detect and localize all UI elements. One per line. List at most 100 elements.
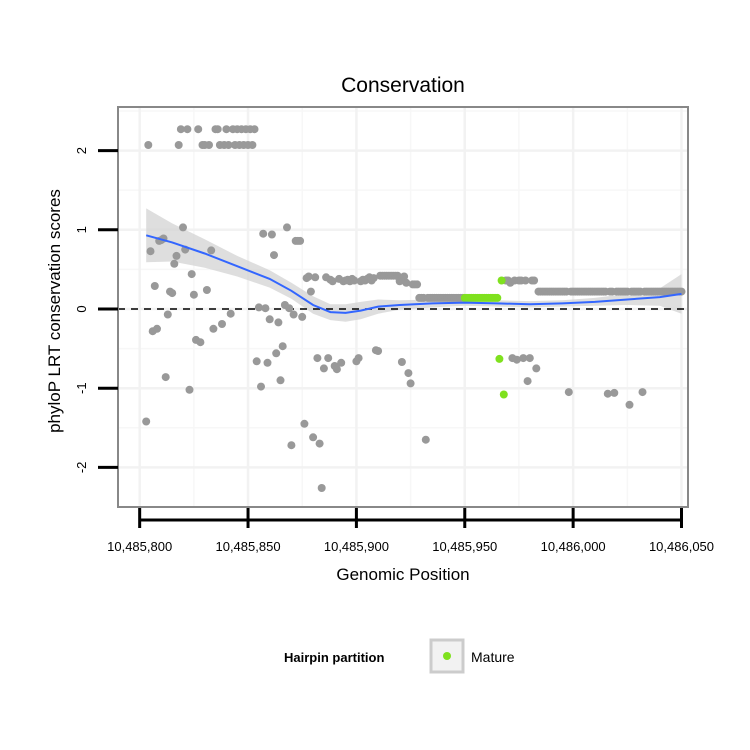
data-point bbox=[267, 230, 276, 239]
data-point bbox=[603, 389, 612, 398]
data-point bbox=[248, 141, 257, 149]
data-point bbox=[309, 433, 318, 442]
mature-point bbox=[493, 293, 502, 302]
data-point bbox=[350, 276, 359, 285]
data-point bbox=[183, 125, 192, 134]
y-axis-title: phyloP LRT conservation scores bbox=[45, 189, 64, 433]
data-point bbox=[525, 354, 534, 363]
x-tick-label: 10,485,900 bbox=[324, 539, 389, 554]
legend-key-box bbox=[429, 638, 465, 674]
data-point bbox=[421, 435, 430, 444]
data-point bbox=[324, 354, 333, 363]
smooth-fit-line bbox=[145, 234, 682, 314]
data-point bbox=[194, 125, 203, 134]
data-point bbox=[226, 309, 235, 318]
data-point bbox=[252, 357, 261, 366]
y-tick-label: 2 bbox=[74, 147, 89, 154]
plot-panel bbox=[117, 106, 689, 508]
data-point bbox=[638, 388, 647, 397]
data-point bbox=[354, 354, 363, 363]
x-tick-label: 10,486,050 bbox=[649, 539, 714, 554]
data-point bbox=[328, 277, 337, 286]
data-point bbox=[519, 354, 528, 363]
data-point bbox=[287, 441, 296, 450]
data-point bbox=[296, 236, 305, 245]
data-point bbox=[224, 141, 233, 149]
data-point bbox=[311, 273, 320, 282]
data-point bbox=[265, 315, 274, 324]
data-point bbox=[285, 304, 294, 313]
data-point bbox=[261, 304, 270, 313]
data-point bbox=[413, 280, 422, 289]
mature-point bbox=[495, 354, 504, 363]
y-tick-label: 1 bbox=[74, 226, 89, 233]
legend: Hairpin partition Mature bbox=[284, 638, 515, 674]
data-point bbox=[176, 125, 185, 134]
legend-label-mature: Mature bbox=[471, 649, 515, 665]
data-point bbox=[144, 141, 153, 149]
data-point bbox=[196, 338, 205, 347]
data-point bbox=[319, 364, 328, 373]
data-point bbox=[300, 419, 309, 428]
data-point bbox=[530, 276, 539, 285]
data-point bbox=[610, 388, 619, 397]
data-point bbox=[153, 324, 161, 333]
data-point bbox=[270, 251, 278, 260]
y-tick-label: -2 bbox=[74, 462, 89, 474]
panel-border bbox=[117, 106, 689, 508]
data-point bbox=[185, 385, 194, 394]
y-axis: -2 -1 0 1 2 bbox=[74, 147, 118, 473]
data-point bbox=[306, 287, 315, 296]
data-point bbox=[189, 290, 198, 299]
data-point bbox=[406, 379, 415, 388]
x-tick-label: 10,486,000 bbox=[541, 539, 606, 554]
data-point bbox=[187, 270, 196, 279]
smooth-confidence-band bbox=[146, 208, 682, 322]
plot-area bbox=[118, 125, 688, 492]
data-point bbox=[337, 358, 346, 367]
data-point bbox=[213, 125, 222, 134]
data-point bbox=[161, 373, 170, 382]
x-tick-label: 10,485,950 bbox=[432, 539, 497, 554]
data-point bbox=[521, 276, 530, 285]
data-point bbox=[315, 439, 324, 448]
data-point bbox=[278, 342, 287, 351]
data-point bbox=[313, 354, 322, 363]
data-point bbox=[209, 324, 218, 333]
data-point bbox=[298, 312, 307, 321]
data-point bbox=[150, 282, 159, 290]
data-point bbox=[163, 310, 172, 319]
x-tick-label: 10,485,850 bbox=[215, 539, 280, 554]
data-point bbox=[174, 141, 183, 149]
data-point bbox=[146, 247, 155, 256]
data-point bbox=[332, 365, 341, 374]
data-point bbox=[170, 259, 179, 268]
data-point bbox=[625, 400, 634, 409]
mature-point bbox=[499, 390, 508, 399]
data-point bbox=[369, 274, 378, 283]
data-point bbox=[404, 369, 413, 378]
data-point bbox=[202, 286, 211, 294]
data-point bbox=[289, 310, 298, 319]
data-point bbox=[564, 388, 573, 397]
data-point bbox=[512, 355, 521, 364]
x-tick-label: 10,485,800 bbox=[107, 539, 172, 554]
x-axis-title: Genomic Position bbox=[336, 565, 469, 584]
data-point bbox=[283, 223, 291, 232]
data-point bbox=[205, 141, 213, 149]
data-point bbox=[523, 377, 532, 386]
data-point bbox=[263, 358, 272, 367]
data-point bbox=[304, 272, 313, 281]
data-point bbox=[142, 417, 151, 426]
data-point bbox=[274, 318, 283, 327]
chart-title: Conservation bbox=[341, 74, 465, 97]
data-point bbox=[218, 320, 226, 328]
y-tick-label: -1 bbox=[74, 382, 89, 394]
legend-key-mature-dot bbox=[443, 652, 451, 660]
data-point bbox=[400, 272, 409, 281]
y-tick-label: 0 bbox=[74, 305, 89, 312]
legend-title: Hairpin partition bbox=[284, 650, 384, 665]
data-point bbox=[179, 223, 187, 232]
data-point bbox=[222, 125, 231, 134]
data-point bbox=[254, 303, 263, 312]
